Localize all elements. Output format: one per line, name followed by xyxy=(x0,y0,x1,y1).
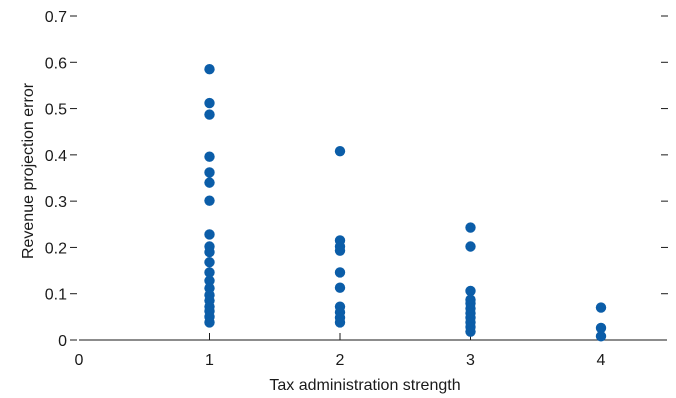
data-point xyxy=(204,195,215,206)
data-point xyxy=(334,317,346,328)
data-point xyxy=(334,267,346,278)
data-point xyxy=(204,151,215,162)
data-point xyxy=(465,326,476,337)
x-tick-label: 2 xyxy=(336,352,345,369)
data-point xyxy=(204,267,215,278)
y-tick-label: 0.2 xyxy=(45,240,67,257)
data-point xyxy=(204,64,215,75)
data-point xyxy=(595,302,607,313)
y-tick-label: 0.7 xyxy=(45,9,67,26)
data-point xyxy=(465,222,476,233)
data-point xyxy=(334,245,346,256)
y-axis-left: 0 0.1 0.2 0.3 0.4 0.5 0.6 0.7 xyxy=(45,9,77,350)
data-point xyxy=(204,246,215,258)
x-tick-label: 0 xyxy=(75,352,84,369)
data-point xyxy=(204,257,215,268)
data-point xyxy=(204,317,215,328)
data-point xyxy=(204,109,215,120)
data-point xyxy=(204,275,215,286)
y-tick-label: 0.5 xyxy=(45,102,67,119)
data-point xyxy=(204,177,215,188)
data-point xyxy=(204,97,215,109)
data-point xyxy=(204,229,215,240)
y-axis-right xyxy=(661,15,668,295)
y-axis-title: Revenue projection error xyxy=(20,82,37,259)
x-tick-label: 4 xyxy=(597,352,606,369)
data-point xyxy=(465,241,476,252)
x-axis-title: Tax administration strength xyxy=(269,377,460,394)
data-point xyxy=(595,331,607,342)
y-tick-label: 0.1 xyxy=(45,287,67,304)
data-point xyxy=(595,322,607,334)
data-point xyxy=(334,145,346,157)
y-tick-label: 0.4 xyxy=(45,148,67,165)
data-point xyxy=(204,167,215,178)
x-tick-label: 3 xyxy=(466,352,475,369)
x-axis: 0 1 2 3 4 xyxy=(75,333,667,369)
y-tick-label: 0.3 xyxy=(45,194,67,211)
data-points xyxy=(204,64,607,342)
data-point xyxy=(465,285,476,297)
y-tick-label: 0.6 xyxy=(45,55,67,72)
x-tick-label: 1 xyxy=(205,352,214,369)
y-tick-label: 0 xyxy=(58,333,67,350)
data-point xyxy=(334,282,346,293)
